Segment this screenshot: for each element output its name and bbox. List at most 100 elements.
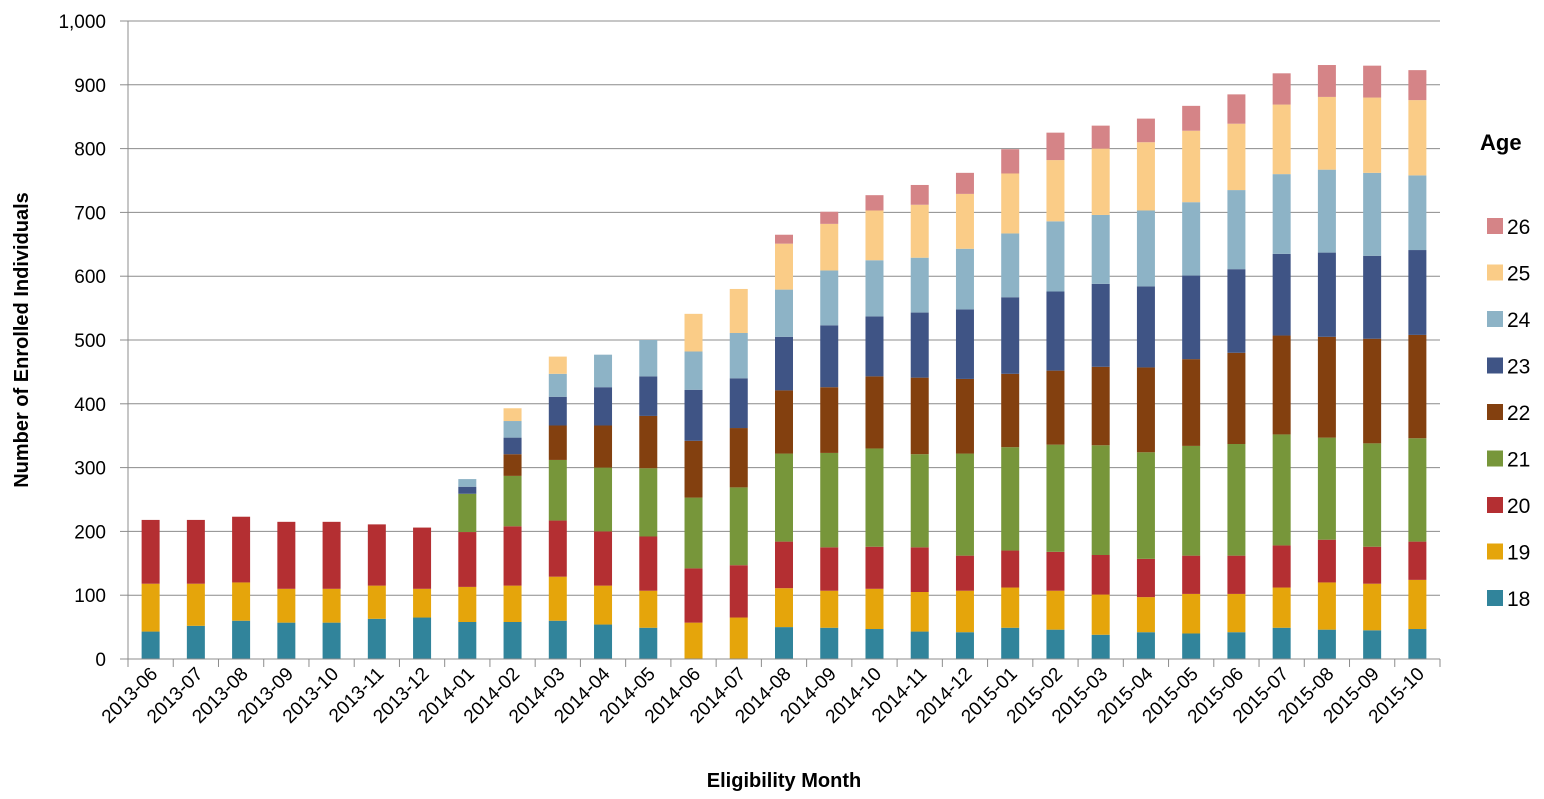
bar-segment-age-22 [1001,373,1020,448]
bar-stack-2014-03 [548,356,567,659]
bar-segment-age-23 [594,387,613,426]
y-axis-label: Number of Enrolled Individuals [11,192,33,488]
bar-stack-2015-07 [1272,73,1291,659]
bar-segment-age-19 [865,588,884,630]
y-tick-labels: 0 100 200 300 400 500 600 700 800 900 1,000 [58,12,106,671]
bar-segment-age-23 [1046,291,1065,371]
bar-segment-age-25 [955,193,974,249]
bar-segment-age-19 [367,585,386,619]
y-tick-label: 200 [74,522,106,543]
bar-segment-age-21 [458,493,477,533]
bar-segment-age-23 [865,316,884,377]
legend-swatch-age-20 [1487,497,1503,513]
bar-segment-age-24 [820,270,839,326]
bar-stack-2013-11 [367,524,386,659]
bar-segment-age-20 [1272,545,1291,588]
legend-swatch-age-22 [1487,404,1503,420]
bar-segment-age-23 [1091,283,1110,367]
bar-segment-age-23 [1363,255,1382,339]
legend-label-age-24: 24 [1507,309,1531,332]
bar-segment-age-20 [1046,551,1065,591]
bar-segment-age-25 [1227,123,1246,191]
bar-segment-age-18 [1091,634,1110,659]
bar-segment-age-24 [548,373,567,397]
bar-segment-age-25 [1408,100,1427,176]
bar-segment-age-20 [413,527,432,589]
bar-segment-age-21 [729,487,748,566]
bar-segment-age-23 [1408,250,1427,335]
bar-segment-age-24 [955,248,974,310]
bar-segment-age-26 [1136,118,1155,143]
bar-segment-age-20 [820,547,839,591]
bar-stack-2015-08 [1317,65,1336,659]
bar-segment-age-23 [775,336,793,391]
bar-segment-age-19 [413,588,432,618]
bar-segment-age-23 [548,396,567,426]
bar-stack-2015-01 [1001,149,1020,659]
bar-segment-age-18 [1182,633,1201,659]
bar-segment-age-19 [955,590,974,633]
bar-segment-age-19 [910,592,929,632]
bar-segment-age-24 [684,351,703,390]
bar-segment-age-22 [1363,338,1382,444]
bar-segment-age-18 [367,618,386,659]
bar-segment-age-19 [548,576,567,621]
bar-segment-age-19 [1227,593,1246,633]
bar-segment-age-21 [1001,447,1020,551]
bar-segment-age-24 [1001,233,1020,298]
bar-segment-age-21 [1363,443,1382,547]
bar-segment-age-21 [955,453,974,556]
bar-segment-age-25 [503,408,522,422]
bar-segment-age-18 [1272,627,1291,659]
bar-stack-2013-08 [232,516,251,659]
legend-swatch-age-18 [1487,590,1503,606]
bar-segment-age-18 [910,631,929,659]
bar-segment-age-25 [1046,160,1065,222]
bar-segment-age-18 [232,620,251,659]
bar-stack-2015-10 [1408,70,1427,659]
bar-stack-2014-07 [729,288,748,659]
bar-segment-age-18 [639,627,658,659]
bar-stack-2015-03 [1091,125,1110,659]
bar-segment-age-24 [594,354,613,388]
bar-segment-age-18 [141,631,160,659]
bar-stacks [141,65,1427,659]
bar-segment-age-26 [1317,65,1336,97]
bar-segment-age-22 [1046,370,1065,445]
bar-segment-age-20 [910,547,929,593]
bar-segment-age-19 [1091,594,1110,635]
bar-segment-age-25 [1317,96,1336,170]
bar-segment-age-19 [1363,583,1382,631]
bar-stack-2014-04 [594,354,613,659]
y-tick-label: 1,000 [58,12,106,33]
bar-segment-age-24 [1317,169,1336,253]
bar-segment-age-24 [1227,190,1246,270]
bar-segment-age-24 [639,340,658,377]
bar-segment-age-24 [1272,174,1291,254]
bar-stack-2014-11 [910,184,929,659]
bar-segment-age-20 [1091,555,1110,595]
bar-segment-age-26 [820,211,839,224]
bar-segment-age-18 [865,629,884,659]
bar-segment-age-25 [684,313,703,352]
bar-segment-age-19 [684,622,703,659]
bar-segment-age-21 [1136,452,1155,559]
x-axis-label: Eligibility Month [707,770,861,792]
bar-segment-age-25 [1136,142,1155,211]
bar-segment-age-18 [1136,632,1155,659]
bar-stack-2014-06 [684,313,703,659]
bar-segment-age-23 [955,309,974,379]
legend-title: Age [1480,130,1522,155]
y-tick-label: 300 [74,459,106,480]
bar-segment-age-21 [775,453,793,542]
bar-segment-age-20 [639,536,658,591]
bar-segment-age-19 [277,588,296,623]
bar-segment-age-21 [1091,445,1110,556]
bar-segment-age-21 [1227,443,1246,556]
bar-segment-age-25 [1363,97,1382,173]
bar-segment-age-20 [367,524,386,586]
bar-segment-age-20 [322,521,341,589]
bar-segment-age-20 [1227,555,1246,594]
bar-segment-age-25 [910,204,929,258]
